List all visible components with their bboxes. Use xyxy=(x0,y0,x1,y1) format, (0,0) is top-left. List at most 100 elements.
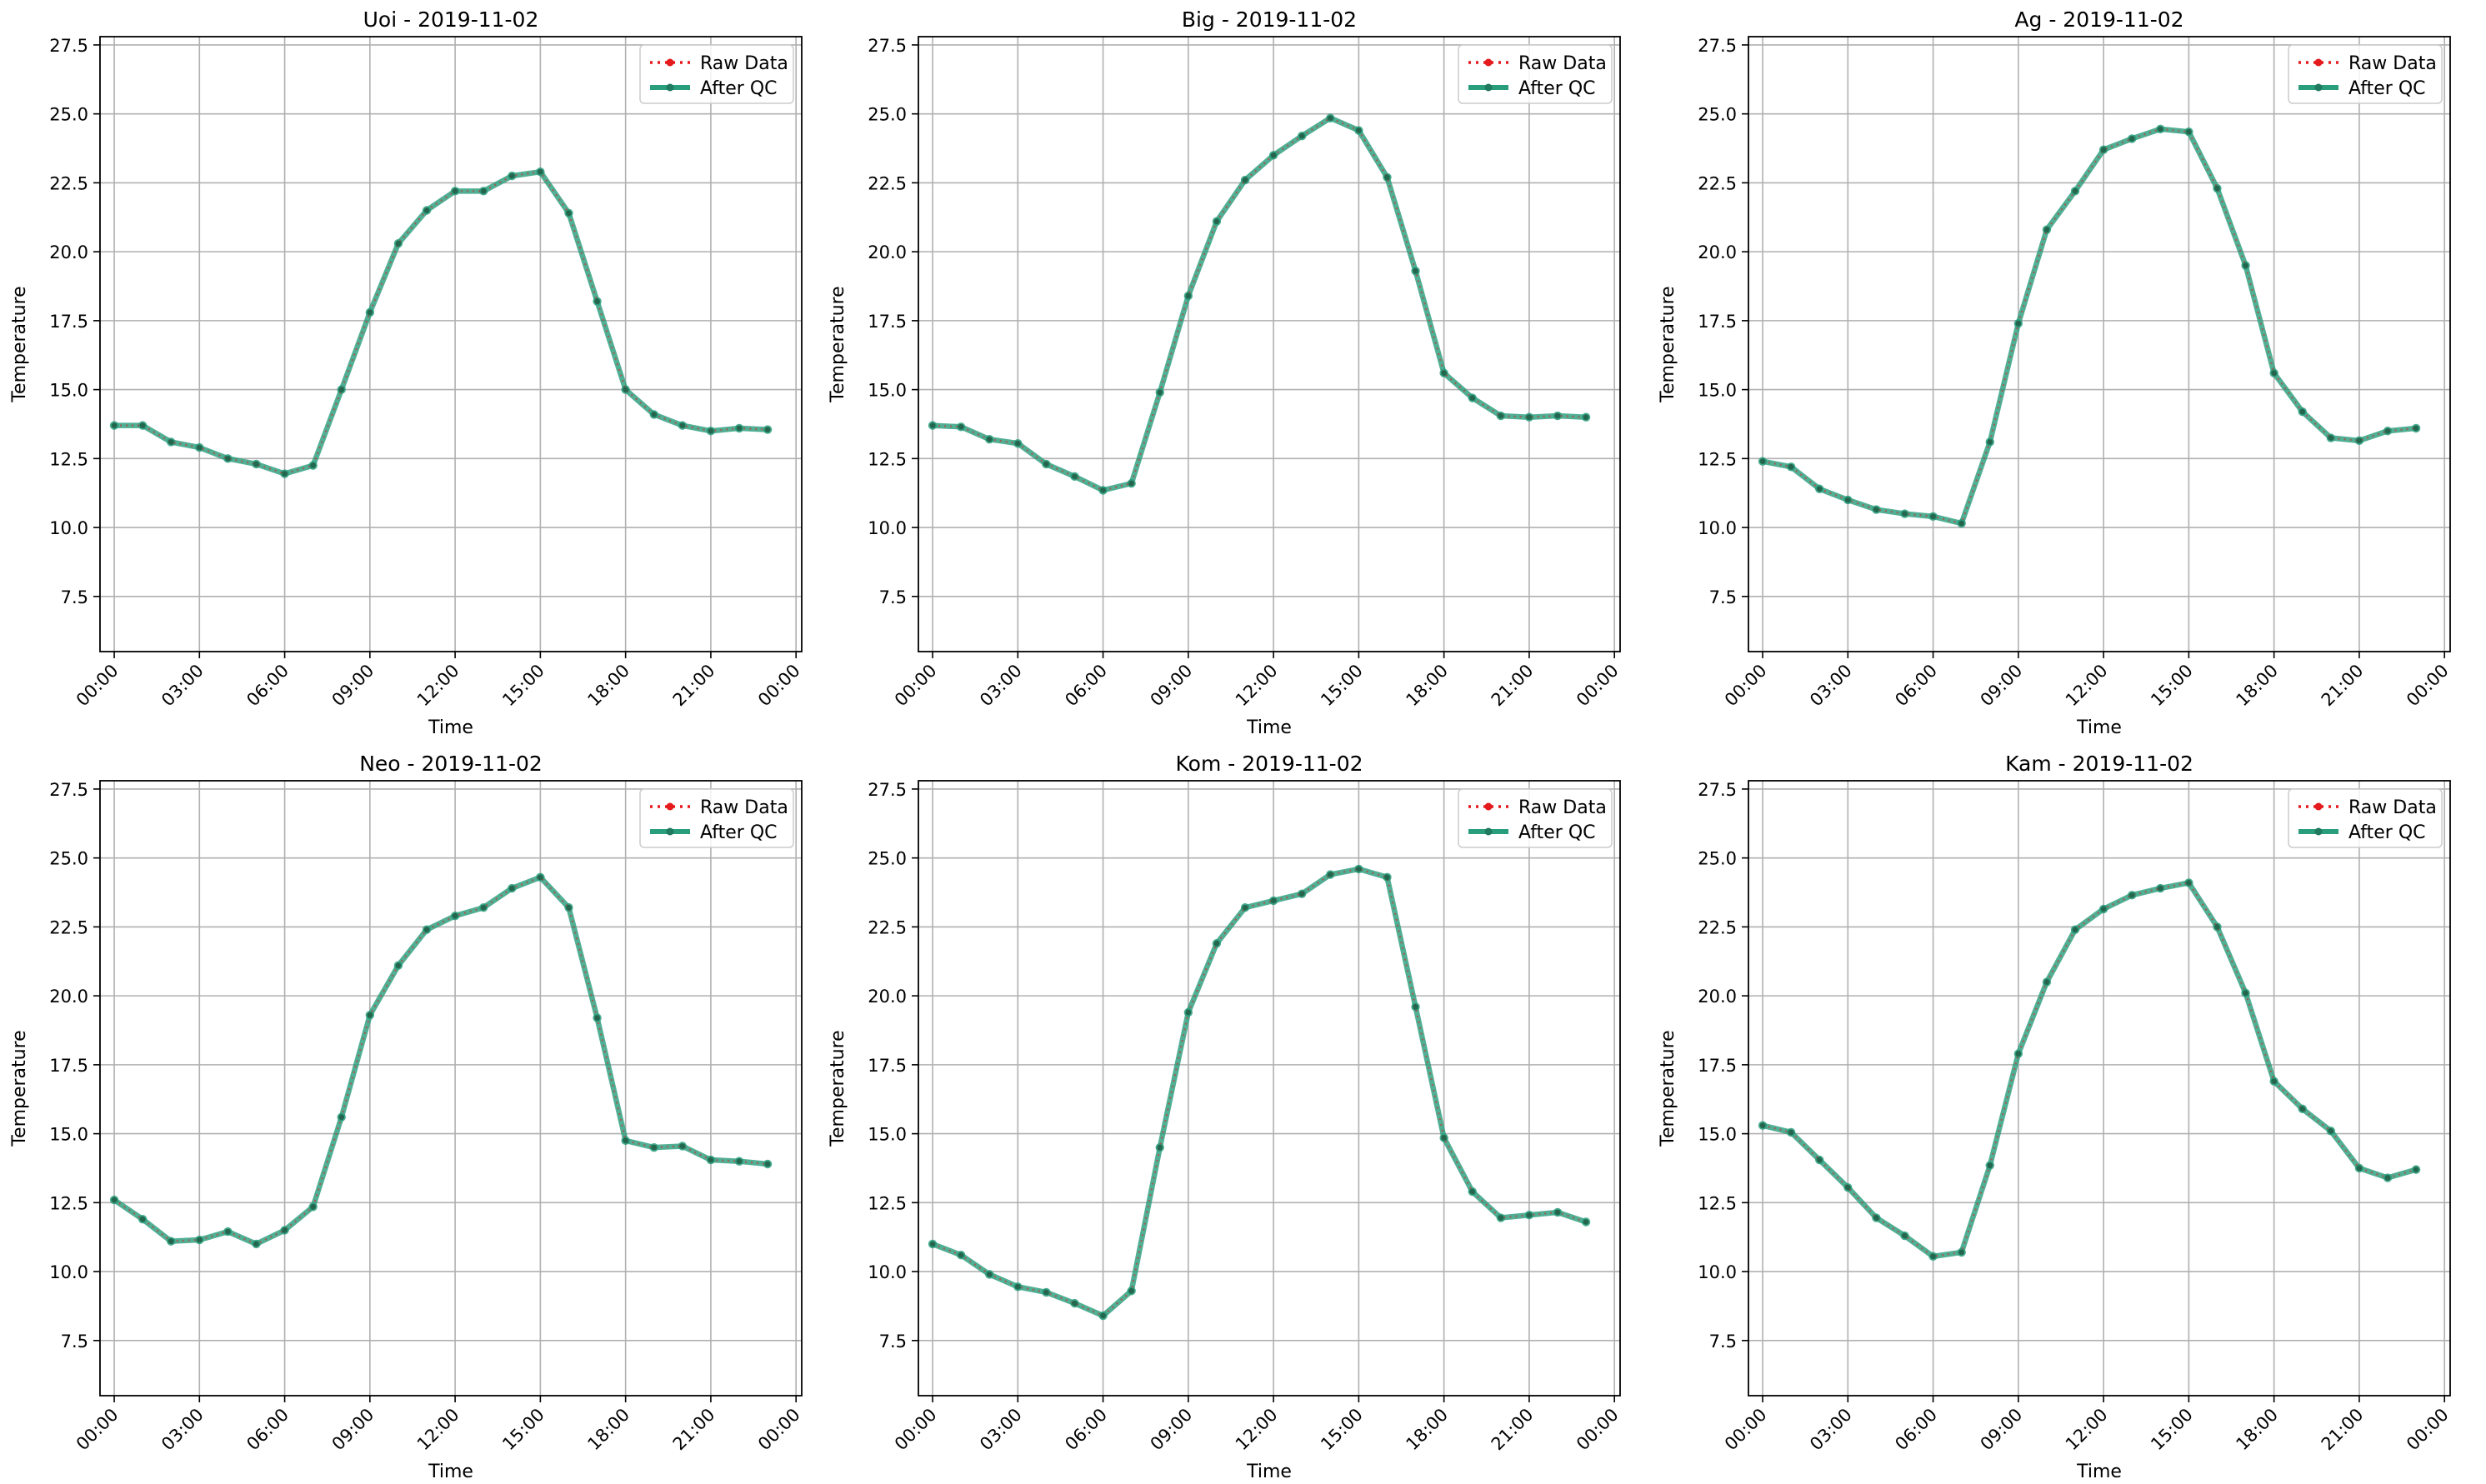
legend-marker-raw-data xyxy=(666,58,674,67)
y-tick-label: 22.5 xyxy=(868,917,907,937)
raw-data-point xyxy=(986,436,993,442)
raw-data-point xyxy=(1958,1249,1965,1256)
raw-data-point xyxy=(1498,412,1504,419)
raw-data-point xyxy=(2043,979,2050,985)
raw-data-point xyxy=(1270,897,1277,904)
y-tick-label: 12.5 xyxy=(1698,449,1737,469)
series-line-after-qc xyxy=(1759,880,2419,1260)
legend: Raw Data After QC xyxy=(1458,788,1613,848)
raw-data-point xyxy=(1355,127,1362,133)
x-tick-label: 12:00 xyxy=(1232,661,1282,711)
y-tick-label: 15.0 xyxy=(868,1125,907,1145)
raw-data-point xyxy=(2185,128,2192,135)
raw-data-point xyxy=(2243,262,2248,269)
raw-data-point xyxy=(2043,227,2050,233)
raw-data-point xyxy=(594,298,600,305)
raw-data-point xyxy=(1441,370,1448,377)
raw-data-point xyxy=(1958,520,1965,527)
raw-data-point xyxy=(1213,218,1220,225)
raw-data-point xyxy=(480,187,487,194)
legend-marker-raw-data xyxy=(2314,802,2323,811)
raw-data-point xyxy=(1526,414,1533,421)
raw-data-point xyxy=(651,1144,658,1151)
raw-data-point xyxy=(1844,1184,1851,1191)
y-tick-label: 7.5 xyxy=(879,587,907,607)
y-tick-label: 10.0 xyxy=(1698,1262,1737,1282)
y-tick-label: 15.0 xyxy=(49,1125,88,1145)
raw-data-point xyxy=(1583,414,1589,421)
raw-data-point xyxy=(958,423,964,430)
y-tick-label: 7.5 xyxy=(61,587,88,607)
raw-data-point xyxy=(1469,1188,1476,1195)
raw-data-point xyxy=(1128,1287,1135,1294)
raw-data-point xyxy=(2271,370,2278,377)
raw-data-point xyxy=(537,168,543,175)
raw-data-point xyxy=(736,425,743,432)
raw-data-point xyxy=(1157,389,1163,396)
raw-data-point xyxy=(1987,1162,1993,1169)
y-tick-label: 25.0 xyxy=(1698,105,1737,125)
x-axis-label: Time xyxy=(1246,717,1292,738)
raw-data-point xyxy=(508,172,515,179)
x-tick-label: 06:00 xyxy=(1061,1405,1111,1455)
x-tick-label: 00:00 xyxy=(2403,1405,2453,1455)
raw-data-point xyxy=(2271,1078,2278,1085)
raw-data-point xyxy=(2072,927,2078,933)
x-tick-label: 21:00 xyxy=(2318,1405,2368,1455)
raw-data-point xyxy=(1873,507,1879,512)
y-tick-label: 10.0 xyxy=(49,518,88,538)
raw-data-point xyxy=(1327,872,1333,877)
legend: Raw Data After QC xyxy=(2288,44,2443,104)
x-tick-label: 12:00 xyxy=(1232,1405,1282,1455)
x-tick-label: 00:00 xyxy=(73,661,123,711)
x-tick-label: 03:00 xyxy=(158,661,208,711)
y-tick-label: 27.5 xyxy=(868,36,907,56)
raw-data-point xyxy=(310,462,317,469)
x-tick-label: 09:00 xyxy=(1147,661,1197,711)
raw-data-point xyxy=(651,411,658,417)
x-tick-label: 12:00 xyxy=(2062,1405,2112,1455)
axes-frame xyxy=(99,36,803,652)
x-tick-label: 09:00 xyxy=(328,661,378,711)
legend: Raw Data After QC xyxy=(2288,788,2443,848)
axes-frame xyxy=(918,36,1621,652)
raw-data-point xyxy=(1355,866,1362,872)
raw-data-point xyxy=(1242,177,1248,183)
x-axis-label: Time xyxy=(2076,717,2122,738)
raw-data-point xyxy=(225,455,231,462)
y-axis-label: Temperature xyxy=(828,286,848,402)
y-tick-label: 15.0 xyxy=(868,381,907,401)
raw-data-point xyxy=(929,1241,936,1247)
raw-data-point xyxy=(338,387,345,393)
legend-label-after-qc: After QC xyxy=(700,78,778,99)
raw-data-point xyxy=(1043,1289,1049,1296)
series-line-raw-data xyxy=(932,867,1587,1317)
y-axis-label: Temperature xyxy=(9,286,30,402)
y-tick-label: 7.5 xyxy=(61,1332,88,1352)
y-tick-label: 10.0 xyxy=(868,518,907,538)
y-tick-label: 22.5 xyxy=(1698,173,1737,193)
legend-marker-after-qc xyxy=(2314,827,2323,836)
raw-data-point xyxy=(2072,187,2078,194)
raw-data-point xyxy=(1413,267,1418,274)
x-tick-label: 15:00 xyxy=(1317,661,1367,711)
y-tick-label: 20.0 xyxy=(868,987,907,1007)
raw-data-point xyxy=(708,1157,714,1163)
raw-data-point xyxy=(929,422,936,429)
raw-data-point xyxy=(1930,513,1936,520)
y-tick-label: 12.5 xyxy=(868,449,907,469)
raw-data-point xyxy=(1128,480,1135,487)
raw-data-point xyxy=(1384,174,1390,181)
chart-panel-3: Ag - 2019-11-02 7.5 10.0 12.5 15.0 17.5 20.0 22… xyxy=(1658,7,2453,738)
raw-data-point xyxy=(1844,497,1851,503)
y-tick-label: 22.5 xyxy=(49,173,88,193)
y-tick-label: 10.0 xyxy=(868,1262,907,1282)
chart-title: Ag - 2019-11-02 xyxy=(2014,7,2183,32)
y-tick-label: 17.5 xyxy=(1698,312,1737,332)
y-tick-label: 15.0 xyxy=(49,381,88,401)
raw-data-point xyxy=(1816,1157,1823,1163)
y-tick-label: 15.0 xyxy=(1698,381,1737,401)
raw-data-point xyxy=(1014,1283,1021,1290)
legend-label-after-qc: After QC xyxy=(2348,822,2426,843)
raw-data-point xyxy=(1298,891,1305,897)
